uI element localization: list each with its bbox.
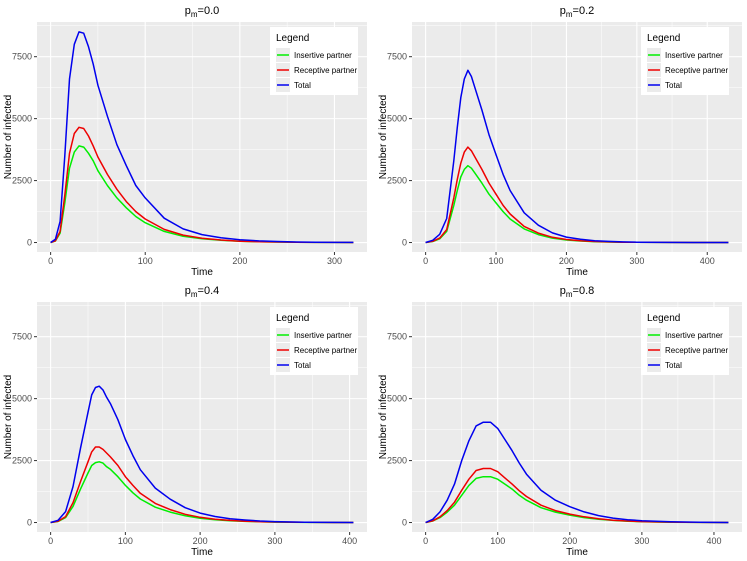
x-tick-label: 300 — [327, 256, 342, 266]
x-tick-label: 0 — [48, 256, 53, 266]
title-value: =0.8 — [573, 285, 595, 297]
legend-label-insertive: Insertive partner — [294, 331, 352, 340]
chart-panel-1: 0 100 200 300 0 2500 5000 7500 pm=0.0 Time Number … — [3, 5, 367, 278]
legend: Legend Insertive partner Receptive partner… — [270, 27, 358, 95]
x-tick-label: 300 — [629, 256, 644, 266]
legend-label-total: Total — [665, 81, 682, 90]
x-axis-label: Time — [191, 547, 213, 558]
y-tick-label: 2500 — [387, 176, 407, 186]
legend-label-total: Total — [294, 81, 311, 90]
x-tick-label: 200 — [193, 536, 208, 546]
x-tick-label: 300 — [267, 536, 282, 546]
title-base: p — [185, 285, 191, 297]
y-tick-label: 5000 — [12, 114, 32, 124]
series-line-total — [425, 421, 729, 524]
x-tick-label: 0 — [423, 536, 428, 546]
legend-label-total: Total — [665, 361, 682, 370]
y-axis-label: Number of infected — [3, 95, 14, 180]
y-tick-label: 2500 — [12, 456, 32, 466]
y-tick-label: 7500 — [12, 52, 32, 62]
series-line-receptive — [50, 446, 354, 524]
x-tick-label: 100 — [138, 256, 153, 266]
y-tick-label: 0 — [402, 518, 407, 528]
title-base: p — [560, 285, 566, 297]
panel-title: pm=0.2 — [560, 5, 595, 19]
y-tick-label: 5000 — [12, 394, 32, 404]
x-tick-label: 100 — [118, 536, 133, 546]
y-tick-label: 0 — [27, 518, 32, 528]
y-tick-label: 2500 — [12, 176, 32, 186]
legend-label-receptive: Receptive partner — [665, 346, 728, 355]
x-axis-label: Time — [566, 267, 588, 278]
y-tick-label: 7500 — [12, 332, 32, 342]
y-axis-label: Number of infected — [378, 375, 389, 460]
x-tick-label: 400 — [706, 536, 721, 546]
legend-label-receptive: Receptive partner — [294, 346, 357, 355]
x-tick-label: 200 — [562, 536, 577, 546]
x-tick-label: 0 — [48, 536, 53, 546]
title-value: =0.0 — [198, 5, 220, 17]
title-subscript: m — [191, 10, 198, 19]
panel-title: pm=0.8 — [560, 285, 595, 299]
chart-panel-2: 0 100 200 300 400 0 2500 5000 7500 pm=0.2 Time Numb… — [378, 5, 742, 278]
x-tick-label: 200 — [232, 256, 247, 266]
series-line-receptive — [425, 467, 729, 524]
title-subscript: m — [191, 290, 198, 299]
legend-label-total: Total — [294, 361, 311, 370]
x-tick-label: 400 — [342, 536, 357, 546]
x-tick-label: 0 — [423, 256, 428, 266]
legend-label-insertive: Insertive partner — [665, 331, 723, 340]
title-base: p — [560, 5, 566, 17]
legend: Legend Insertive partner Receptive partner… — [641, 27, 729, 95]
legend-label-receptive: Receptive partner — [665, 66, 728, 75]
legend-title: Legend — [276, 33, 309, 44]
x-axis-label: Time — [566, 547, 588, 558]
panel-title: pm=0.4 — [185, 285, 220, 299]
legend: Legend Insertive partner Receptive partner… — [641, 307, 729, 375]
chart-panel-4: 0 100 200 300 400 0 2500 5000 7500 pm=0.8 Time Numb… — [378, 285, 742, 558]
series-line-total — [425, 69, 729, 244]
y-tick-label: 5000 — [387, 114, 407, 124]
legend-label-insertive: Insertive partner — [294, 51, 352, 60]
title-subscript: m — [566, 10, 573, 19]
y-tick-label: 2500 — [387, 456, 407, 466]
y-tick-label: 7500 — [387, 332, 407, 342]
x-tick-label: 300 — [634, 536, 649, 546]
panel-title: pm=0.0 — [185, 5, 220, 19]
y-axis-label: Number of infected — [378, 95, 389, 180]
series-line-total — [50, 31, 354, 244]
title-value: =0.4 — [198, 285, 220, 297]
legend: Legend Insertive partner Receptive partner… — [270, 307, 358, 375]
y-tick-label: 0 — [402, 238, 407, 248]
y-axis-label: Number of infected — [3, 375, 14, 460]
x-tick-label: 400 — [700, 256, 715, 266]
x-tick-label: 200 — [559, 256, 574, 266]
chart-panel-3: 0 100 200 300 400 0 2500 5000 7500 pm=0.4 Time Numb… — [3, 285, 367, 558]
series-line-total — [50, 385, 354, 524]
y-tick-label: 5000 — [387, 394, 407, 404]
y-tick-label: 7500 — [387, 52, 407, 62]
legend-label-insertive: Insertive partner — [665, 51, 723, 60]
x-tick-label: 100 — [489, 256, 504, 266]
legend-label-receptive: Receptive partner — [294, 66, 357, 75]
legend-title: Legend — [647, 33, 680, 44]
x-tick-label: 100 — [490, 536, 505, 546]
title-base: p — [185, 5, 191, 17]
title-value: =0.2 — [573, 5, 595, 17]
legend-title: Legend — [647, 313, 680, 324]
x-axis-label: Time — [191, 267, 213, 278]
title-subscript: m — [566, 290, 573, 299]
y-tick-label: 0 — [27, 238, 32, 248]
legend-title: Legend — [276, 313, 309, 324]
